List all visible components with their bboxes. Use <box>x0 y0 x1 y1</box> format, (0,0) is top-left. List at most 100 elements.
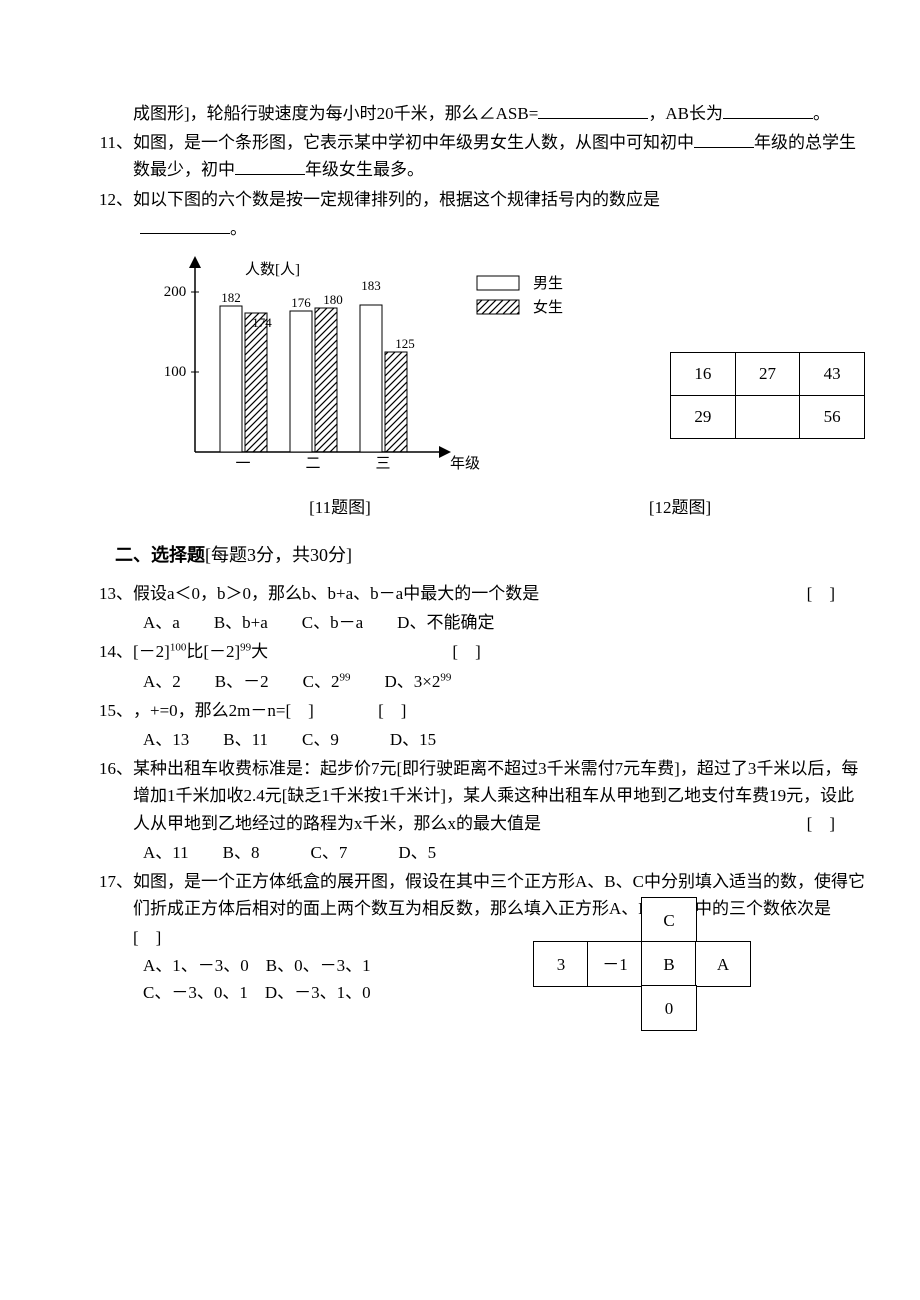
q11-t3: 年级女生最多。 <box>305 160 424 179</box>
q15-text: ，+=0，那么2m－n=[ ] <box>133 701 314 720</box>
q17-opts-l1: A、1、－3、0 B、0、－3、1 <box>143 952 523 979</box>
blank-ab <box>723 101 813 119</box>
blank-q11a <box>694 130 754 148</box>
cube-a: A <box>695 941 751 987</box>
q11-body: 如图，是一个条形图，它表示某中学初中年级男女生人数，从图中可知初中年级的总学生数… <box>133 129 865 183</box>
q15-bracket: [ ] <box>378 701 406 720</box>
section-2: 二、选择题[每题3分，共30分] <box>115 541 865 570</box>
cube-b: B <box>641 941 697 987</box>
blank-q11b <box>235 157 305 175</box>
q11: 11、 如图，是一个条形图，它表示某中学初中年级男女生人数，从图中可知初中年级的… <box>85 129 865 183</box>
q16-num: 16、 <box>85 755 133 837</box>
q16-body: 某种出租车收费标准是：起步价7元[即行驶距离不超过3千米需付7元车费]，超过了3… <box>133 755 865 837</box>
table-row: 29 56 <box>671 395 865 438</box>
cube-3: 3 <box>533 941 589 987</box>
caption-12: [12题图] <box>540 494 820 521</box>
ytick-200: 200 <box>164 284 187 300</box>
cube-c: C <box>641 897 697 943</box>
q14-a: [－2] <box>133 642 170 661</box>
lbl-183: 183 <box>361 278 381 293</box>
cube-neg1: －1 <box>587 941 643 987</box>
q10-body: 成图形]，轮船行驶速度为每小时20千米，那么∠ASB= ，AB长为 。 <box>133 100 865 127</box>
q17-text: 如图，是一个正方体纸盒的展开图，假设在其中三个正方形A、B、C中分别填入适当的数… <box>133 872 865 918</box>
x3: 三 <box>375 456 390 472</box>
q17-num: 17、 <box>85 868 133 922</box>
x2: 二 <box>305 456 320 472</box>
cube-0: 0 <box>641 985 697 1031</box>
cell-56: 56 <box>800 395 865 438</box>
q12-blank-row: 。 <box>140 215 865 242</box>
captions: [11题图] [12题图] <box>85 494 865 521</box>
q12-body: 如以下图的六个数是按一定规律排列的，根据这个规律括号内的数应是 <box>133 186 865 213</box>
q16-bracket: [ ] <box>807 810 835 837</box>
q15-num: 15、 <box>85 697 133 724</box>
q14-oD: D、3×2 <box>384 672 440 691</box>
q14-e1: 100 <box>170 642 187 654</box>
q14-opts: A、2 B、－2 C、299 D、3×299 <box>143 668 865 695</box>
q14-mid: 比[－2] <box>186 642 240 661</box>
q14-oA: A、2 <box>143 672 181 691</box>
legend-girl: 女生 <box>533 298 563 316</box>
q14-bracket: [ ] <box>452 642 480 661</box>
cell-27: 27 <box>735 352 800 395</box>
q17-left: [ ] A、1、－3、0 B、0、－3、1 C、－3、0、1 D、－3、1、0 <box>133 924 523 1006</box>
lbl-125: 125 <box>395 336 415 351</box>
q14-num: 14、 <box>85 638 133 665</box>
cell-43: 43 <box>800 352 865 395</box>
number-table: 16 27 43 29 56 <box>670 352 865 439</box>
lbl-182: 182 <box>221 290 241 305</box>
cell-16: 16 <box>671 352 736 395</box>
q12-t: 如以下图的六个数是按一定规律排列的，根据这个规律括号内的数应是 <box>133 190 660 209</box>
x1: 一 <box>235 456 250 472</box>
ytick-100: 100 <box>164 364 187 380</box>
q15-opts: A、13 B、11 C、9 D、15 <box>143 726 865 753</box>
q15: 15、 ，+=0，那么2m－n=[ ] [ ] <box>85 697 865 724</box>
q14-tail: 大 <box>251 642 268 661</box>
xaxis-label: 年级 <box>450 455 480 472</box>
q10-t2: ，AB长为 <box>648 104 723 123</box>
number-table-wrap: 16 27 43 29 56 <box>670 352 865 439</box>
lbl-176: 176 <box>291 295 311 310</box>
q12-num: 12、 <box>85 186 133 213</box>
q17: 17、 如图，是一个正方体纸盒的展开图，假设在其中三个正方形A、B、C中分别填入… <box>85 868 865 922</box>
q11-num: 11、 <box>85 129 133 183</box>
cell-29: 29 <box>671 395 736 438</box>
q13-bracket: [ ] <box>807 580 835 607</box>
q11-t1: 如图，是一个条形图，它表示某中学初中年级男女生人数，从图中可知初中 <box>133 133 694 152</box>
lbl-174: 174 <box>252 315 272 330</box>
table-row: 16 27 43 <box>671 352 865 395</box>
q13-text: 假设a＜0，b＞0，那么b、b+a、b－a中最大的一个数是 <box>133 584 539 603</box>
q14-oC: C、2 <box>303 672 340 691</box>
q13-opts: A、a B、b+a C、b－a D、不能确定 <box>143 609 865 636</box>
legend-svg: 男生 女生 <box>475 272 605 322</box>
q14-oDe: 99 <box>440 671 451 683</box>
bar-chart-svg: 200 100 人数[人] 182 174 一 176 180 二 183 12… <box>145 252 485 482</box>
legend: 男生 女生 <box>475 272 605 330</box>
q16: 16、 某种出租车收费标准是：起步价7元[即行驶距离不超过3千米需付7元车费]，… <box>85 755 865 837</box>
q12: 12、 如以下图的六个数是按一定规律排列的，根据这个规律括号内的数应是 <box>85 186 865 213</box>
q10-end: 。 <box>813 104 830 123</box>
q12-end: 。 <box>230 219 247 238</box>
q13-body: 假设a＜0，b＞0，那么b、b+a、b－a中最大的一个数是 [ ] <box>133 580 865 607</box>
q17-bracket: [ ] <box>133 924 523 951</box>
section-2-sub: [每题3分，共30分] <box>205 545 352 565</box>
q14-oB: B、－2 <box>215 672 269 691</box>
q16-text: 某种出租车收费标准是：起步价7元[即行驶距离不超过3千米需付7元车费]，超过了3… <box>133 759 858 832</box>
blank-asb <box>538 101 648 119</box>
q10-t1: 成图形]，轮船行驶速度为每小时20千米，那么∠ASB= <box>133 104 538 123</box>
section-2-head: 二、选择题 <box>115 545 205 565</box>
q14: 14、 [－2]100比[－2]99大 [ ] <box>85 638 865 665</box>
q14-body: [－2]100比[－2]99大 [ ] <box>133 638 865 665</box>
lbl-180: 180 <box>323 292 343 307</box>
q13: 13、 假设a＜0，b＞0，那么b、b+a、b－a中最大的一个数是 [ ] <box>85 580 865 607</box>
cube-net: C 3 －1 B A 0 <box>533 924 793 1094</box>
bar-chart: 200 100 人数[人] 182 174 一 176 180 二 183 12… <box>145 252 485 490</box>
q13-num: 13、 <box>85 580 133 607</box>
q14-oCe: 99 <box>339 671 350 683</box>
q14-e2: 99 <box>240 642 251 654</box>
chart-title: 人数[人] <box>245 261 300 278</box>
blank-q12 <box>140 216 230 234</box>
q17-body: 如图，是一个正方体纸盒的展开图，假设在其中三个正方形A、B、C中分别填入适当的数… <box>133 868 865 922</box>
q16-opts: A、11 B、8 C、7 D、5 <box>143 839 865 866</box>
caption-11: [11题图] <box>140 494 540 521</box>
